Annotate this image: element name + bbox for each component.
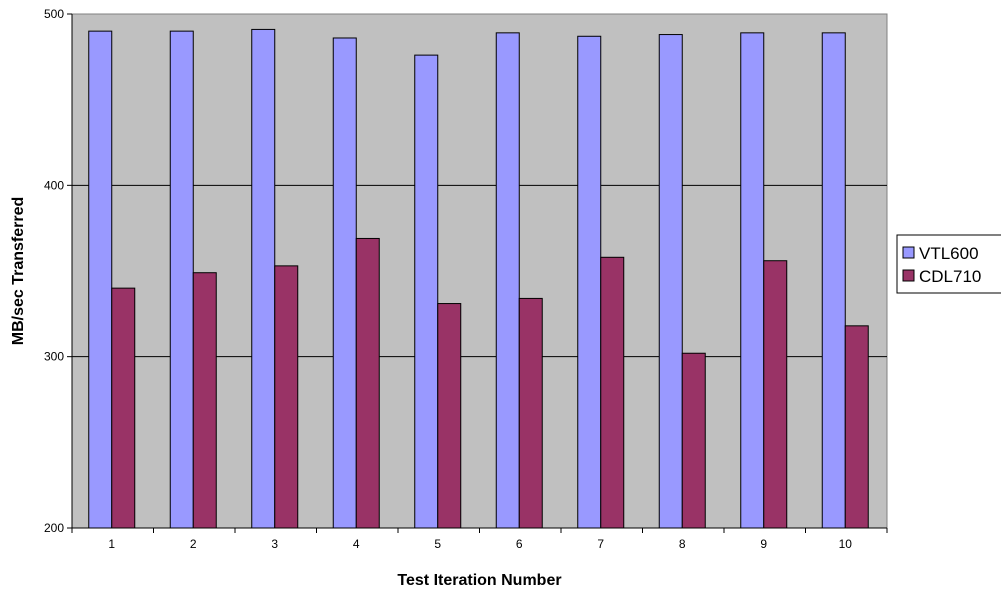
bars (88, 28, 869, 529)
x-tick-label-3: 3 (271, 537, 278, 551)
bar-vtl600-7 (577, 35, 602, 529)
bar-cdl710-4 (355, 237, 380, 529)
x-tick-label-2: 2 (190, 537, 197, 551)
bar-cdl710-2 (192, 272, 217, 529)
bar-cdl710-10 (844, 325, 869, 529)
bar-vtl600-2 (169, 30, 194, 529)
y-tick-label-200: 200 (44, 521, 64, 535)
bar-cdl710-3 (274, 265, 299, 529)
bar-cdl710-8 (681, 352, 706, 529)
legend-label-vtl600: VTL600 (919, 244, 979, 263)
x-tick-label-6: 6 (516, 537, 523, 551)
x-tick-labels: 1 2 3 4 5 6 7 8 9 10 (108, 537, 852, 551)
x-tick-label-5: 5 (434, 537, 441, 551)
bar-vtl600-3 (251, 28, 276, 529)
bar-cdl710-1 (111, 287, 136, 529)
x-tick-label-4: 4 (353, 537, 360, 551)
x-tick-label-9: 9 (760, 537, 767, 551)
bar-vtl600-5 (414, 54, 439, 529)
legend-swatch-vtl600 (902, 246, 915, 259)
y-tick-labels: 200 300 400 500 (44, 7, 64, 535)
bar-cdl710-6 (518, 297, 543, 529)
y-tick-label-300: 300 (44, 350, 64, 364)
bar-cdl710-5 (437, 303, 462, 529)
bar-vtl600-9 (740, 32, 765, 529)
y-tick-label-400: 400 (44, 178, 64, 192)
x-axis-title: Test Iteration Number (397, 572, 561, 589)
x-tick-label-8: 8 (679, 537, 686, 551)
bar-vtl600-10 (821, 32, 846, 529)
x-tick-label-7: 7 (597, 537, 604, 551)
x-tick-label-1: 1 (108, 537, 115, 551)
y-tick-label-500: 500 (44, 7, 64, 21)
bar-vtl600-6 (495, 32, 520, 529)
legend-swatch-cdl710 (902, 269, 915, 282)
legend-label-cdl710: CDL710 (919, 267, 981, 286)
bar-vtl600-4 (332, 37, 357, 529)
x-tick-label-10: 10 (839, 537, 853, 551)
bar-vtl600-8 (658, 34, 683, 529)
legend: VTL600 CDL710 (896, 234, 1001, 294)
bar-cdl710-9 (763, 260, 788, 529)
bar-vtl600-1 (88, 30, 113, 529)
axes (67, 13, 888, 533)
bar-cdl710-7 (600, 256, 625, 529)
legend-box (896, 234, 1001, 294)
y-axis-title: MB/sec Transferred (10, 197, 27, 346)
